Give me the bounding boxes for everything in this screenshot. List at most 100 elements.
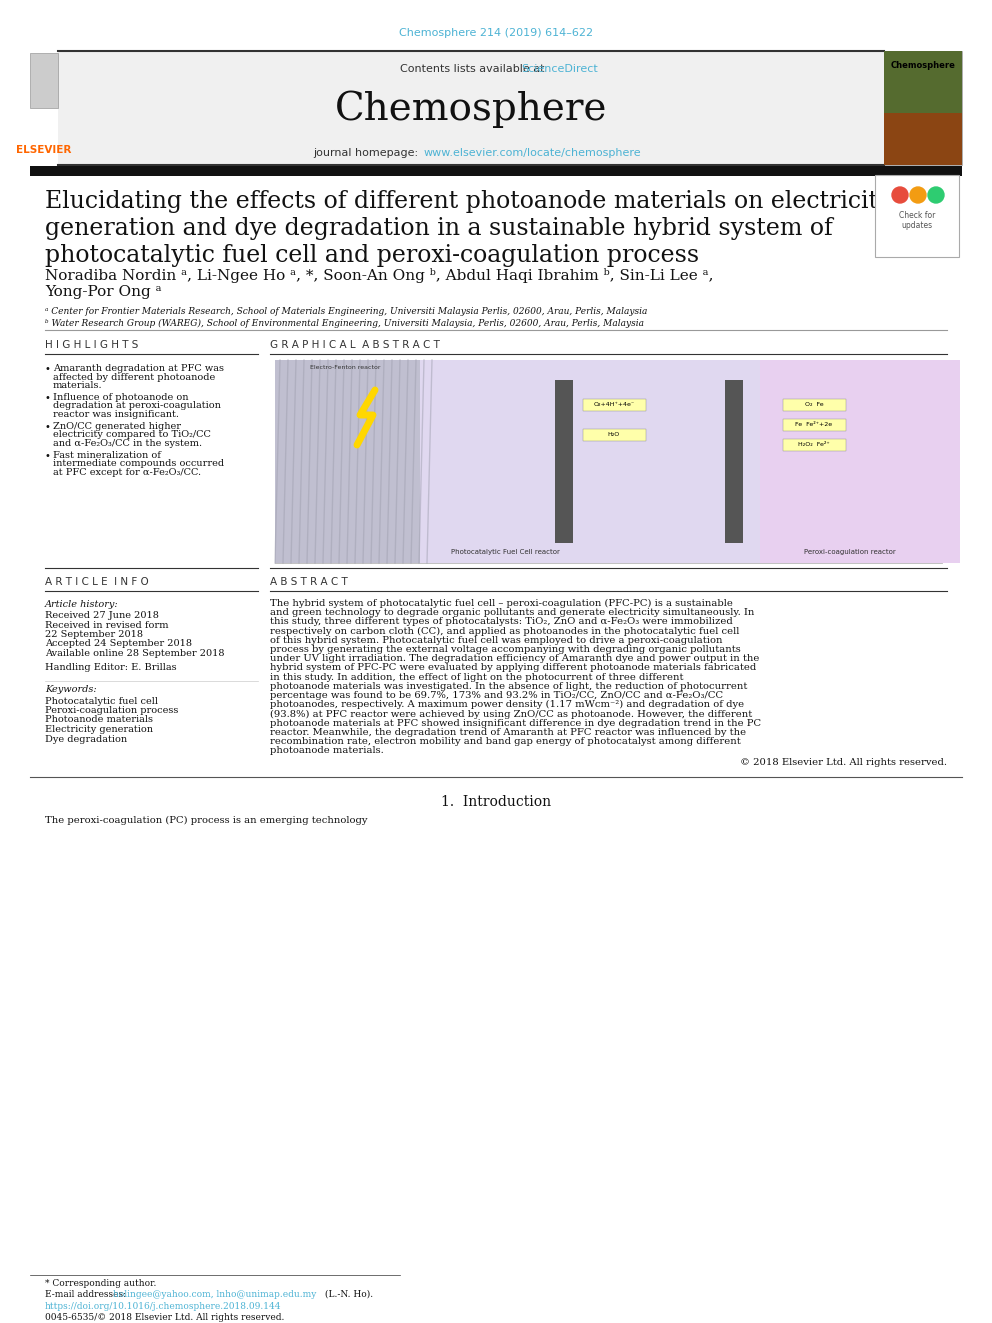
Text: Received in revised form: Received in revised form [45, 620, 169, 630]
Bar [760, 360, 960, 564]
Bar [725, 380, 743, 542]
Text: Peroxi-coagulation process: Peroxi-coagulation process [45, 706, 179, 714]
Text: recombination rate, electron mobility and band gap energy of photocatalyst among: recombination rate, electron mobility an… [270, 737, 741, 746]
Text: Photoanode materials: Photoanode materials [45, 716, 153, 725]
Text: Article history:: Article history: [45, 601, 119, 609]
Text: photoanodes, respectively. A maximum power density (1.17 mWcm⁻²) and degradation: photoanodes, respectively. A maximum pow… [270, 700, 744, 709]
Text: generation and dye degradation in a sustainable hybrid system of: generation and dye degradation in a sust… [45, 217, 832, 239]
Text: 1.  Introduction: 1. Introduction [440, 795, 552, 810]
Text: © 2018 Elsevier Ltd. All rights reserved.: © 2018 Elsevier Ltd. All rights reserved… [740, 758, 947, 767]
Text: ScienceDirect: ScienceDirect [521, 64, 598, 74]
Text: Elucidating the effects of different photoanode materials on electricity: Elucidating the effects of different pho… [45, 191, 892, 213]
Text: at PFC except for α-Fe₂O₃/CC.: at PFC except for α-Fe₂O₃/CC. [53, 468, 201, 476]
Text: holingee@yahoo.com, lnho@unimap.edu.my: holingee@yahoo.com, lnho@unimap.edu.my [113, 1290, 316, 1299]
Text: Fe  Fe²⁺+2e: Fe Fe²⁺+2e [796, 422, 832, 426]
Text: affected by different photoanode: affected by different photoanode [53, 373, 215, 381]
Text: ᵇ Water Research Group (WAREG), School of Environmental Engineering, Universiti : ᵇ Water Research Group (WAREG), School o… [45, 319, 644, 328]
Text: materials.: materials. [53, 381, 102, 390]
Text: Photocatalytic fuel cell: Photocatalytic fuel cell [45, 696, 158, 705]
Text: photoanode materials at PFC showed insignificant difference in dye degradation t: photoanode materials at PFC showed insig… [270, 718, 761, 728]
Text: ELSEVIER: ELSEVIER [16, 146, 71, 155]
Text: Handling Editor: E. Brillas: Handling Editor: E. Brillas [45, 663, 177, 672]
Text: •: • [45, 451, 51, 460]
Bar [884, 112, 962, 165]
Text: Keywords:: Keywords: [45, 684, 96, 693]
Text: Chemosphere: Chemosphere [334, 91, 607, 128]
Text: and green technology to degrade organic pollutants and generate electricity simu: and green technology to degrade organic … [270, 609, 754, 618]
Text: photoanode materials.: photoanode materials. [270, 746, 384, 755]
Text: Noradiba Nordin ᵃ, Li-Ngee Ho ᵃ, *, Soon-An Ong ᵇ, Abdul Haqi Ibrahim ᵇ, Sin-Li : Noradiba Nordin ᵃ, Li-Ngee Ho ᵃ, *, Soon… [45, 269, 713, 283]
Text: A B S T R A C T: A B S T R A C T [270, 577, 348, 587]
Bar [555, 380, 573, 542]
Text: reactor. Meanwhile, the degradation trend of Amaranth at PFC reactor was influen: reactor. Meanwhile, the degradation tren… [270, 728, 746, 737]
Text: (L.-N. Ho).: (L.-N. Ho). [322, 1290, 373, 1299]
FancyBboxPatch shape [582, 398, 646, 410]
Text: https://doi.org/10.1016/j.chemosphere.2018.09.144: https://doi.org/10.1016/j.chemosphere.20… [45, 1302, 282, 1311]
Text: Photocatalytic Fuel Cell reactor: Photocatalytic Fuel Cell reactor [450, 549, 559, 556]
Text: G R A P H I C A L  A B S T R A C T: G R A P H I C A L A B S T R A C T [270, 340, 439, 351]
Text: 22 September 2018: 22 September 2018 [45, 630, 143, 639]
Text: * Corresponding author.: * Corresponding author. [45, 1279, 157, 1289]
Text: percentage was found to be 69.7%, 173% and 93.2% in TiO₂/CC, ZnO/CC and α-Fe₂O₃/: percentage was found to be 69.7%, 173% a… [270, 691, 723, 700]
Text: of this hybrid system. Photocatalytic fuel cell was employed to drive a peroxi-c: of this hybrid system. Photocatalytic fu… [270, 636, 722, 644]
Text: electricity compared to TiO₂/CC: electricity compared to TiO₂/CC [53, 430, 211, 439]
Text: Check for
updates: Check for updates [899, 210, 935, 230]
Text: Available online 28 September 2018: Available online 28 September 2018 [45, 650, 224, 658]
Text: hybrid system of PFC-PC were evaluated by applying different photoanode material: hybrid system of PFC-PC were evaluated b… [270, 663, 756, 672]
Bar [30, 53, 58, 108]
Text: Peroxi-coagulation reactor: Peroxi-coagulation reactor [805, 549, 896, 556]
Text: under UV light irradiation. The degradation efficiency of Amaranth dye and power: under UV light irradiation. The degradat… [270, 654, 759, 663]
Bar [275, 360, 942, 564]
Text: Received 27 June 2018: Received 27 June 2018 [45, 611, 159, 620]
FancyBboxPatch shape [783, 398, 845, 410]
Bar [30, 52, 58, 165]
Text: Yong-Por Ong ᵃ: Yong-Por Ong ᵃ [45, 284, 162, 299]
Text: The hybrid system of photocatalytic fuel cell – peroxi-coagulation (PFC-PC) is a: The hybrid system of photocatalytic fuel… [270, 599, 733, 609]
Text: Chemosphere: Chemosphere [891, 61, 955, 70]
Text: •: • [45, 393, 51, 404]
Text: Accepted 24 September 2018: Accepted 24 September 2018 [45, 639, 192, 648]
Text: process by generating the external voltage accompanying with degrading organic p: process by generating the external volta… [270, 646, 741, 654]
Circle shape [892, 187, 908, 202]
Text: •: • [45, 422, 51, 431]
Bar [884, 52, 962, 112]
Text: journal homepage:: journal homepage: [313, 148, 422, 157]
Bar [30, 165, 962, 176]
Text: ᵃ Center for Frontier Materials Research, School of Materials Engineering, Unive: ᵃ Center for Frontier Materials Research… [45, 307, 648, 316]
FancyBboxPatch shape [783, 438, 845, 451]
Text: Contents lists available at: Contents lists available at [400, 64, 548, 74]
Text: Amaranth degradation at PFC was: Amaranth degradation at PFC was [53, 364, 224, 373]
Text: intermediate compounds occurred: intermediate compounds occurred [53, 459, 224, 468]
Text: H I G H L I G H T S: H I G H L I G H T S [45, 340, 138, 351]
Text: Dye degradation: Dye degradation [45, 734, 127, 744]
Text: photoanode materials was investigated. In the absence of light, the reduction of: photoanode materials was investigated. I… [270, 681, 747, 691]
Text: ZnO/CC generated higher: ZnO/CC generated higher [53, 422, 181, 431]
Bar [58, 52, 884, 165]
Bar [884, 52, 962, 165]
Text: in this study. In addition, the effect of light on the photocurrent of three dif: in this study. In addition, the effect o… [270, 672, 683, 681]
FancyBboxPatch shape [783, 418, 845, 430]
Circle shape [928, 187, 944, 202]
Text: Electricity generation: Electricity generation [45, 725, 153, 734]
Text: H₂O: H₂O [608, 431, 620, 437]
Text: Influence of photoanode on: Influence of photoanode on [53, 393, 188, 402]
Circle shape [910, 187, 926, 202]
Text: •: • [45, 364, 51, 374]
Text: photocatalytic fuel cell and peroxi-coagulation process: photocatalytic fuel cell and peroxi-coag… [45, 243, 699, 267]
Bar [275, 360, 420, 564]
Text: degradation at peroxi-coagulation: degradation at peroxi-coagulation [53, 401, 221, 410]
Text: and α-Fe₂O₃/CC in the system.: and α-Fe₂O₃/CC in the system. [53, 439, 202, 447]
Text: 0045-6535/© 2018 Elsevier Ltd. All rights reserved.: 0045-6535/© 2018 Elsevier Ltd. All right… [45, 1312, 285, 1322]
Text: (93.8%) at PFC reactor were achieved by using ZnO/CC as photoanode. However, the: (93.8%) at PFC reactor were achieved by … [270, 709, 752, 718]
Text: H₂O₂  Fe²⁺: H₂O₂ Fe²⁺ [799, 442, 830, 446]
Text: A R T I C L E  I N F O: A R T I C L E I N F O [45, 577, 149, 587]
Text: reactor was insignificant.: reactor was insignificant. [53, 410, 179, 419]
Text: E-mail addresses:: E-mail addresses: [45, 1290, 129, 1299]
Text: www.elsevier.com/locate/chemosphere: www.elsevier.com/locate/chemosphere [424, 148, 642, 157]
Text: The peroxi-coagulation (PC) process is an emerging technology: The peroxi-coagulation (PC) process is a… [45, 815, 367, 824]
Text: O₂  Fe: O₂ Fe [805, 401, 823, 406]
Text: O₂+4H⁺+4e⁻: O₂+4H⁺+4e⁻ [593, 401, 635, 406]
Text: Electro-Fenton reactor: Electro-Fenton reactor [310, 365, 380, 370]
FancyBboxPatch shape [582, 429, 646, 441]
Text: respectively on carbon cloth (CC), and applied as photoanodes in the photocataly: respectively on carbon cloth (CC), and a… [270, 627, 739, 636]
